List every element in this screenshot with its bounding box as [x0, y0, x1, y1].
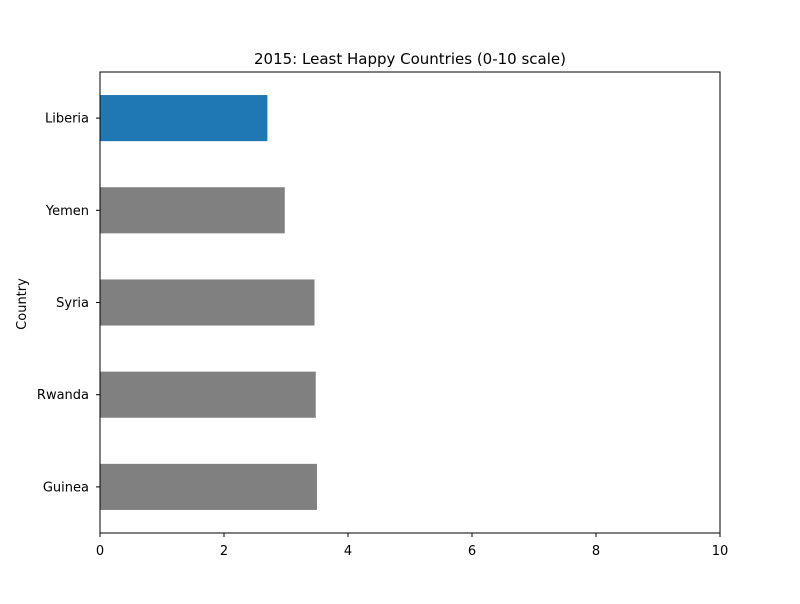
bar-liberia	[100, 95, 268, 142]
x-tick-label: 8	[592, 544, 600, 559]
bar-syria	[100, 279, 315, 326]
y-tick-label: Rwanda	[37, 388, 89, 403]
bar-guinea	[100, 463, 317, 510]
y-axis-ticks: Liberia Yemen Syria Rwanda Guinea	[37, 112, 100, 495]
y-tick-label: Syria	[56, 296, 89, 311]
bars-group	[100, 95, 317, 510]
bar-yemen	[100, 187, 285, 234]
plot-frame	[99, 71, 721, 534]
chart-title: 2015: Least Happy Countries (0-10 scale)	[254, 50, 566, 68]
bar-rwanda	[100, 371, 316, 418]
x-tick-label: 6	[468, 544, 476, 559]
y-tick-label: Liberia	[45, 112, 89, 127]
x-axis-ticks: 0 2 4 6 8 10	[96, 533, 728, 559]
x-tick-label: 10	[712, 544, 729, 559]
y-tick-label: Guinea	[43, 480, 89, 495]
x-tick-label: 4	[344, 544, 352, 559]
y-axis-label: Country	[15, 278, 30, 330]
x-tick-label: 0	[96, 544, 104, 559]
x-tick-label: 2	[220, 544, 228, 559]
y-tick-label: Yemen	[45, 204, 89, 219]
